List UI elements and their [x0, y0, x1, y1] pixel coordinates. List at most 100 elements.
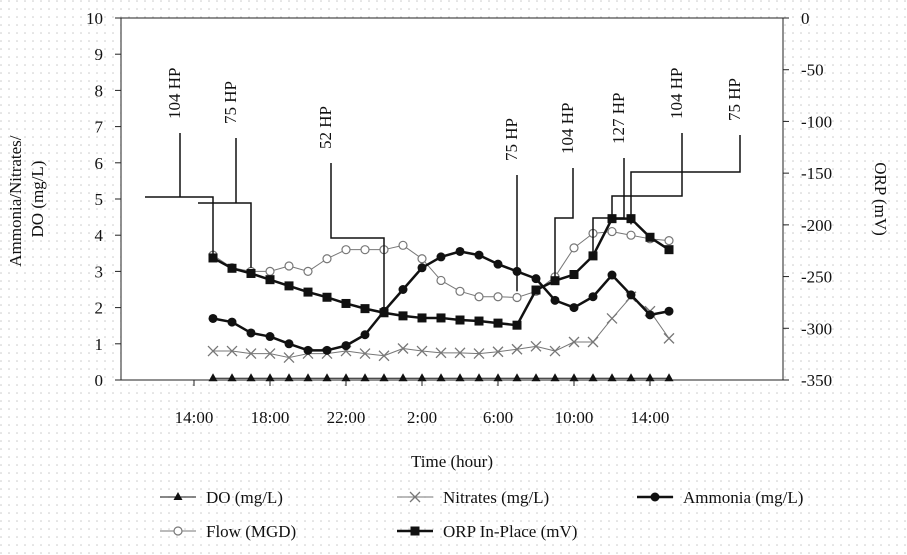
x-tick-label: 2:00	[407, 408, 437, 427]
legend-label: Flow (MGD)	[206, 522, 296, 541]
annotation-label: 52 HP	[316, 106, 335, 149]
y-right-tick-label: 0	[801, 9, 810, 28]
nitrates-point	[283, 352, 295, 364]
do-point	[569, 373, 579, 382]
flow-point	[417, 254, 427, 264]
annotation-label: 104 HP	[667, 68, 686, 119]
orp-point	[246, 268, 256, 278]
y-right-tick-label: -350	[801, 371, 832, 390]
annotation-leader	[592, 158, 625, 259]
do-point	[512, 373, 522, 382]
do-point	[284, 373, 294, 382]
orp-point	[398, 311, 408, 321]
flow-point	[436, 275, 446, 286]
do-point	[246, 373, 256, 382]
do-point	[173, 492, 183, 500]
ammonia-point	[455, 246, 465, 256]
nitrates-point	[511, 343, 523, 355]
orp-point	[417, 313, 427, 323]
flow-point	[664, 236, 674, 246]
nitrates-point	[663, 332, 675, 344]
flow-point	[398, 240, 408, 250]
ammonia-point	[664, 306, 674, 316]
ammonia-point	[284, 339, 294, 349]
do-point	[474, 373, 484, 382]
annotation-leader	[630, 135, 741, 225]
nitrates-point	[378, 350, 390, 362]
annotation-leader	[198, 138, 252, 268]
legend-item: ORP In-Place (mV)	[397, 522, 577, 541]
y-left-tick-label: 1	[95, 335, 104, 354]
nitrates-point	[245, 348, 257, 360]
legend: DO (mg/L) Nitrates (mg/L) Ammonia (mg/L) Fl…	[160, 488, 803, 541]
orp-point	[436, 313, 446, 323]
ammonia-point	[265, 332, 275, 342]
legend-item: Flow (MGD)	[160, 522, 296, 541]
orp-point	[512, 320, 522, 330]
nitrates-point	[226, 345, 238, 357]
nitrates-point	[530, 340, 542, 352]
ammonia-point	[227, 317, 237, 327]
orp-point	[455, 315, 465, 325]
do-point	[398, 373, 408, 382]
annotation-label: 75 HP	[725, 78, 744, 121]
nitrates-point	[492, 346, 504, 358]
ammonia-point	[569, 303, 579, 313]
ammonia-point	[607, 270, 617, 280]
ammonia-point	[550, 295, 560, 305]
annotation-label: 75 HP	[502, 118, 521, 161]
annotation-label: 104 HP	[165, 68, 184, 119]
do-point	[303, 373, 313, 382]
flow-point	[512, 292, 522, 303]
nitrates-point	[587, 336, 599, 348]
do-point	[531, 373, 541, 382]
ammonia-point	[493, 259, 503, 269]
annotation-leader	[554, 168, 574, 277]
x-tick-label: 14:00	[631, 408, 670, 427]
flow-point	[284, 261, 294, 271]
ammonia-point	[303, 345, 313, 355]
ammonia-point	[531, 274, 541, 284]
orp-point	[360, 304, 370, 314]
do-point	[227, 373, 237, 382]
flow-point	[455, 286, 465, 296]
y-right-tick-label: -50	[801, 61, 824, 80]
y-left-tick-label: 7	[95, 118, 104, 137]
flow-point	[265, 266, 275, 276]
annotation-callout: 104 HP	[611, 68, 686, 223]
do-point	[664, 373, 674, 382]
orp-point	[265, 275, 275, 285]
x-tick-label: 10:00	[555, 408, 594, 427]
legend-item: Nitrates (mg/L)	[397, 488, 549, 507]
series-layer	[207, 214, 675, 382]
legend-item: Ammonia (mg/L)	[637, 488, 803, 507]
y-axis-label-right: ORP (mV)	[871, 162, 890, 236]
legend-label: ORP In-Place (mV)	[443, 522, 577, 541]
nitrates-point	[359, 348, 371, 360]
orp-point	[208, 253, 218, 263]
flow-point	[474, 292, 484, 302]
y-left-tick-label: 8	[95, 81, 104, 100]
y-axis-label-left: Ammonia/Nitrates/ DO (mg/L)	[6, 131, 47, 267]
legend-item: DO (mg/L)	[160, 488, 283, 507]
y-left-tick-label: 4	[95, 226, 104, 245]
do-point	[208, 373, 218, 382]
legend-label: DO (mg/L)	[206, 488, 283, 507]
annotation-callout: 104 HP	[554, 103, 577, 277]
annotation-callout: 75 HP	[198, 81, 252, 268]
flow-point	[322, 254, 332, 264]
do-point	[322, 373, 332, 382]
nitrates-point	[606, 313, 618, 324]
do-point	[588, 373, 598, 382]
flow-point	[626, 230, 636, 240]
do-point	[607, 373, 617, 382]
annotation-label: 127 HP	[609, 93, 628, 144]
annotation-callout: 127 HP	[592, 93, 628, 259]
orp-point	[645, 232, 655, 242]
annotation-leader	[330, 163, 385, 312]
do-point	[626, 373, 636, 382]
flow-point	[173, 526, 183, 536]
orp-point	[664, 245, 674, 255]
nitrates-point	[416, 345, 428, 357]
